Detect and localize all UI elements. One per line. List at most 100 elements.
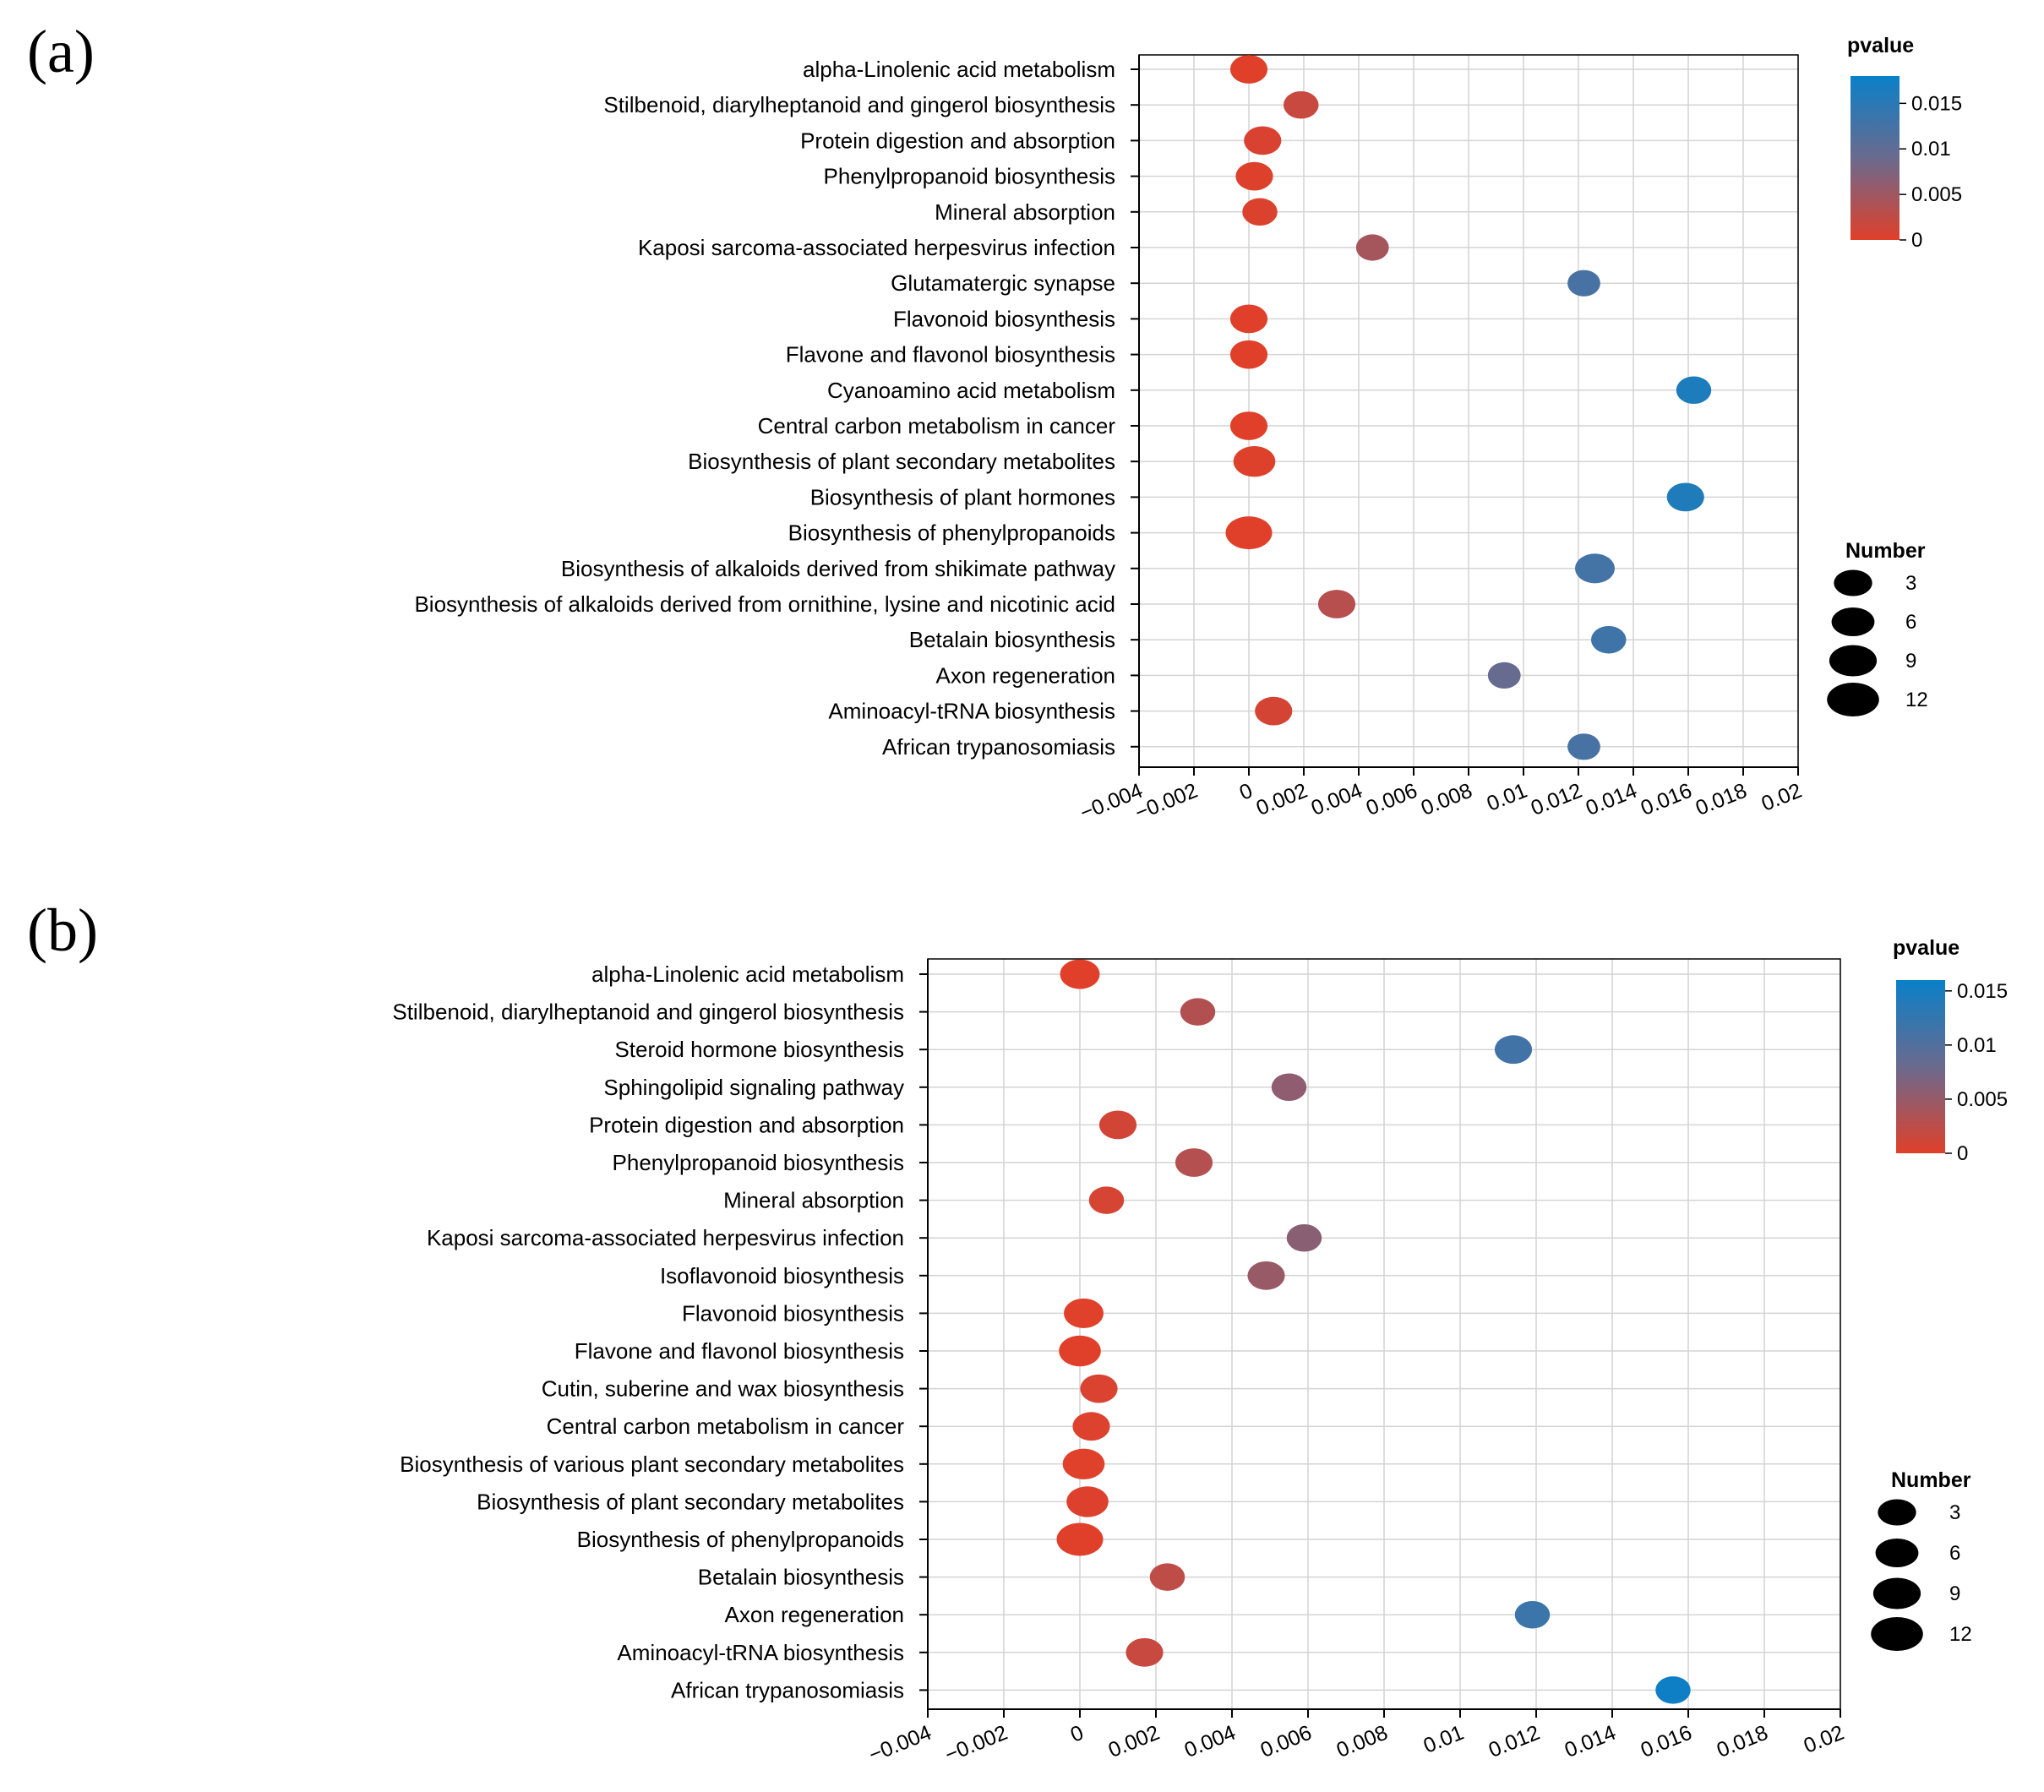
data-point <box>1062 1448 1105 1480</box>
data-point <box>1255 696 1293 726</box>
x-tick-label: 0 <box>1067 1721 1087 1747</box>
category-label: Mineral absorption <box>935 199 1115 225</box>
category-label: Kaposi sarcoma-associated herpesvirus in… <box>638 235 1115 260</box>
data-point <box>1567 270 1600 297</box>
category-label: Central carbon metabolism in cancer <box>547 1413 905 1439</box>
data-point <box>1229 340 1268 369</box>
category-label: Flavone and flavonol biosynthesis <box>786 342 1115 368</box>
x-tick-label: 0.014 <box>1583 779 1641 820</box>
category-label: Kaposi sarcoma-associated herpesvirus in… <box>427 1225 904 1250</box>
data-point <box>1059 1335 1101 1367</box>
x-tick-label: 0.012 <box>1528 779 1585 820</box>
pvalue-legend: pvalue 0 0.005 0.01 0.015 <box>1847 34 1962 252</box>
number-legend-label: 6 <box>1949 1542 1960 1565</box>
category-label: Aminoacyl-tRNA biosynthesis <box>617 1640 904 1665</box>
number-legend-circle <box>1878 1499 1916 1526</box>
number-legend-label: 9 <box>1949 1582 1960 1605</box>
number-legend-title: Number <box>1891 1468 1971 1492</box>
panel-b: (b) alpha-Linolenic acid metabolism Stilb… <box>27 896 2008 1767</box>
pvalue-legend-tick-label: 0.015 <box>1911 92 1962 115</box>
number-legend-circle <box>1831 607 1875 636</box>
grid <box>927 959 1841 1709</box>
data-point <box>1126 1637 1164 1667</box>
category-label: Biosynthesis of alkaloids derived from s… <box>561 556 1115 581</box>
data-point <box>1064 1298 1104 1328</box>
x-tick-label: 0.018 <box>1692 779 1750 820</box>
data-point <box>1676 376 1712 405</box>
category-label: Axon regeneration <box>725 1602 904 1627</box>
number-legend: Number 3 6 9 12 <box>1871 1468 1972 1651</box>
grid <box>1138 55 1799 767</box>
number-legend-label: 12 <box>1905 689 1928 711</box>
x-tick-label: 0.02 <box>1801 1721 1848 1758</box>
data-point <box>1056 1522 1104 1556</box>
category-label: Biosynthesis of plant secondary metaboli… <box>688 449 1115 474</box>
data-point <box>1080 1374 1118 1403</box>
category-labels: alpha-Linolenic acid metabolism Stilbenoi… <box>414 57 1115 760</box>
data-point <box>1225 516 1273 550</box>
category-label: Biosynthesis of plant hormones <box>810 484 1115 509</box>
number-legend-circle <box>1829 645 1878 677</box>
category-label: Flavone and flavonol biosynthesis <box>575 1338 904 1364</box>
x-tick-label: 0.016 <box>1638 1721 1695 1762</box>
pvalue-legend-tick-label: 0.005 <box>1911 183 1962 206</box>
x-tick-label: 0.002 <box>1105 1721 1163 1762</box>
x-tick-label: 0.006 <box>1363 779 1420 820</box>
data-point <box>1271 1073 1307 1102</box>
x-tick-label: 0.012 <box>1485 1721 1543 1762</box>
data-point <box>1242 198 1278 226</box>
number-legend-circle <box>1827 683 1879 716</box>
category-label: Phenylpropanoid biosynthesis <box>613 1150 904 1175</box>
category-label: Central carbon metabolism in cancer <box>758 413 1116 438</box>
panel-a: (a) alpha-Linolenic acid metabolism Stilb… <box>27 18 1962 825</box>
x-tick-label: 0.02 <box>1758 779 1806 816</box>
category-label: Protein digestion and absorption <box>589 1112 904 1137</box>
data-point <box>1575 553 1615 584</box>
category-label: Flavonoid biosynthesis <box>682 1300 904 1326</box>
x-tick-label: 0.01 <box>1484 779 1531 816</box>
category-label: Sphingolipid signaling pathway <box>603 1075 904 1100</box>
pvalue-legend-title: pvalue <box>1893 936 1960 960</box>
number-legend-circle <box>1875 1539 1919 1567</box>
x-tick-label: 0.01 <box>1420 1721 1468 1758</box>
category-label: Phenylpropanoid biosynthesis <box>824 164 1115 189</box>
panel-label: (a) <box>27 18 95 85</box>
pvalue-legend-tick-label: 0.015 <box>1957 980 2008 1003</box>
pvalue-legend-title: pvalue <box>1847 34 1914 57</box>
points <box>1056 959 1691 1704</box>
category-label: Protein digestion and absorption <box>800 128 1115 153</box>
category-label: African trypanosomiasis <box>882 734 1115 760</box>
category-label: alpha-Linolenic acid metabolism <box>591 961 904 987</box>
axes <box>919 959 1841 1718</box>
x-tick-label: 0.008 <box>1333 1721 1391 1762</box>
category-label: Biosynthesis of plant secondary metaboli… <box>477 1489 904 1514</box>
category-label: Glutamatergic synapse <box>891 270 1115 296</box>
category-label: Aminoacyl-tRNA biosynthesis <box>828 699 1115 724</box>
category-label: Betalain biosynthesis <box>698 1565 904 1590</box>
data-point <box>1247 1261 1285 1290</box>
data-point <box>1244 126 1282 155</box>
category-label: Mineral absorption <box>723 1188 904 1213</box>
category-label: African trypanosomiasis <box>671 1677 904 1702</box>
pvalue-colorbar <box>1896 980 1945 1153</box>
pvalue-colorbar <box>1851 76 1900 240</box>
data-point <box>1494 1035 1533 1065</box>
data-point <box>1088 1186 1125 1214</box>
pvalue-legend-tick-label: 0 <box>1957 1142 1968 1165</box>
number-legend-items: 3 6 9 12 <box>1827 569 1928 716</box>
data-point <box>1066 1486 1109 1517</box>
x-tick-label: 0.006 <box>1257 1721 1315 1762</box>
data-point <box>1235 161 1273 191</box>
data-point <box>1060 959 1100 989</box>
category-label: Betalain biosynthesis <box>909 627 1115 652</box>
data-point <box>1655 1676 1691 1704</box>
x-tick-label: −0.004 <box>865 1721 935 1767</box>
category-label: Biosynthesis of phenylpropanoids <box>788 520 1115 546</box>
axes <box>1131 55 1799 776</box>
pvalue-legend-tick-label: 0 <box>1911 229 1922 252</box>
x-tick-label: 0.002 <box>1253 779 1311 820</box>
category-label: Isoflavonoid biosynthesis <box>660 1263 904 1288</box>
